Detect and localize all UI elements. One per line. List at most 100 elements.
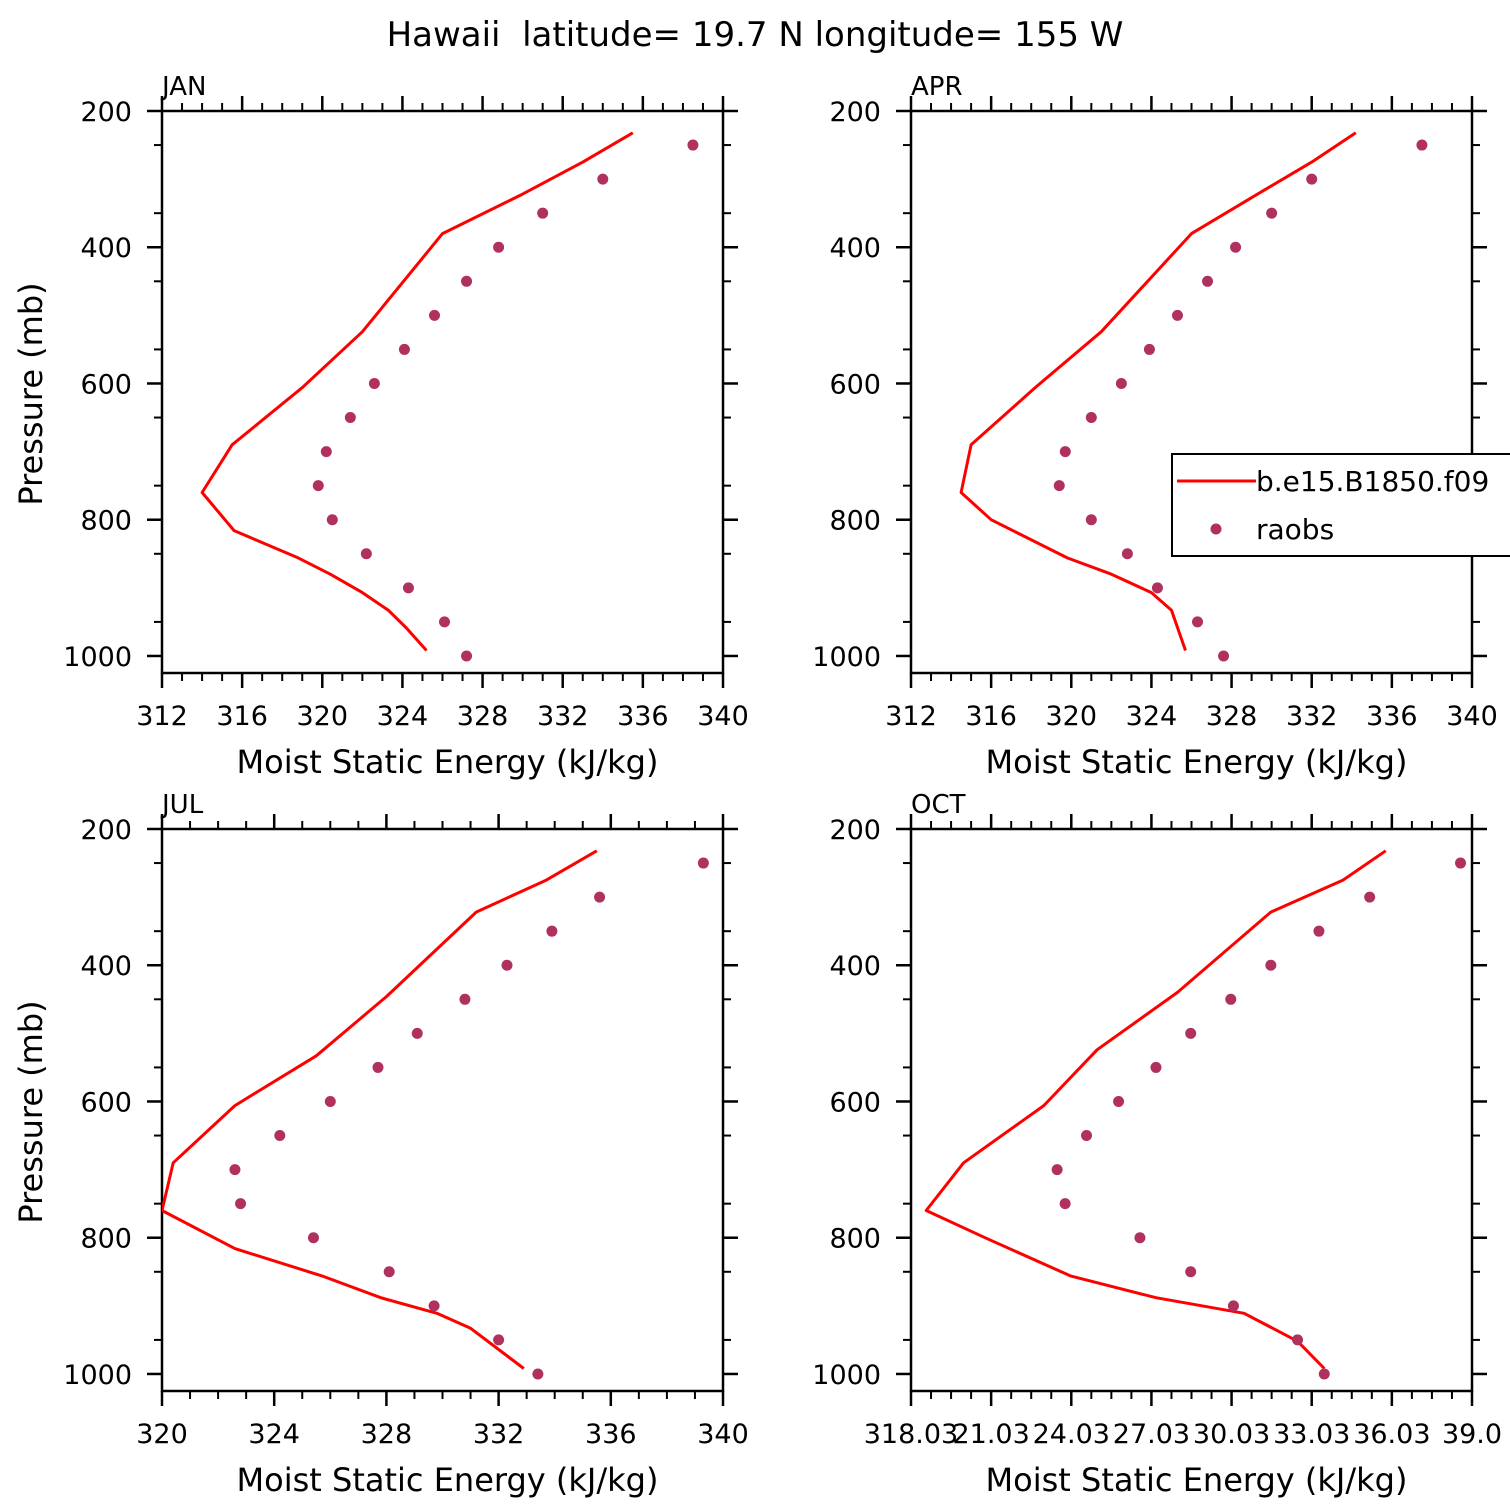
raobs-point — [1202, 275, 1214, 287]
x-tick-label: 39.0 — [1442, 1419, 1502, 1450]
y-tick-label: 1000 — [63, 1360, 132, 1391]
chart-panel-jul: JUL 320 324 328 332 336 340 200 400 600 800 1000 Moi… — [12, 790, 749, 1499]
raobs-point — [274, 1130, 286, 1142]
y-tick-label: 1000 — [63, 642, 132, 673]
raobs-point — [324, 1095, 336, 1107]
y-axis-label: Pressure (mb) — [12, 1000, 50, 1223]
x-tick-label: 328 — [361, 1419, 413, 1450]
raobs-point — [1292, 1334, 1304, 1346]
x-tick-label: 340 — [697, 1419, 749, 1450]
y-axis-label: Pressure (mb) — [12, 282, 50, 505]
y-tick-label: 800 — [80, 506, 132, 537]
raobs-point — [1266, 207, 1278, 219]
raobs-point — [493, 241, 505, 253]
y-tick-label: 200 — [80, 815, 132, 846]
raobs-point — [383, 1266, 395, 1278]
plot-data — [924, 849, 1467, 1380]
raobs-point — [229, 1164, 241, 1176]
panel-label: APR — [911, 72, 963, 102]
raobs-point — [344, 412, 356, 424]
raobs-point — [1265, 959, 1277, 971]
x-tick-label: 324 — [248, 1419, 300, 1450]
y-tick-label: 1000 — [812, 1360, 881, 1391]
x-tick-label: 328 — [1206, 701, 1258, 732]
raobs-point — [461, 275, 473, 287]
plot-frame — [909, 827, 1474, 1393]
x-tick-label: 316 — [216, 701, 268, 732]
plot-frame — [160, 109, 725, 675]
raobs-point — [1227, 1300, 1239, 1312]
raobs-point — [1230, 241, 1242, 253]
raobs-point — [1059, 446, 1071, 458]
raobs-point — [1115, 377, 1127, 389]
raobs-point — [1225, 993, 1237, 1005]
legend-label-raobs: raobs — [1256, 513, 1334, 546]
raobs-point — [594, 891, 606, 903]
plot-frame — [160, 827, 725, 1393]
y-tick-label: 400 — [829, 951, 881, 982]
raobs-point — [501, 959, 513, 971]
raobs-point — [1134, 1232, 1146, 1244]
raobs-point — [411, 1027, 423, 1039]
x-tick-label: 320 — [297, 701, 349, 732]
raobs-point — [1318, 1368, 1330, 1380]
x-tick-label: 27.03 — [1113, 1419, 1190, 1450]
x-tick-label: 332 — [1286, 701, 1338, 732]
model-profile-line — [924, 849, 1387, 1370]
raobs-point — [402, 582, 414, 594]
raobs-point — [1150, 1061, 1162, 1073]
raobs-point — [1306, 173, 1318, 185]
raobs-point — [1313, 925, 1325, 937]
x-tick-label: 312 — [885, 701, 937, 732]
plot-data — [162, 849, 709, 1380]
x-axis-label: Moist Static Energy (kJ/kg) — [986, 743, 1408, 781]
raobs-point — [532, 1368, 544, 1380]
x-tick-label: 33.03 — [1273, 1419, 1350, 1450]
y-tick-label: 1000 — [812, 642, 881, 673]
raobs-point — [235, 1198, 247, 1210]
raobs-point — [1364, 891, 1376, 903]
legend-marker-swatch — [1210, 523, 1222, 535]
raobs-point — [1121, 548, 1133, 560]
x-tick-label: 318.03 — [864, 1419, 958, 1450]
raobs-point — [1059, 1198, 1071, 1210]
y-tick-label: 400 — [829, 233, 881, 264]
raobs-point — [459, 993, 471, 1005]
x-tick-label: 336 — [1366, 701, 1418, 732]
x-tick-label: 340 — [1446, 701, 1498, 732]
raobs-point — [372, 1061, 384, 1073]
raobs-point — [1151, 582, 1163, 594]
raobs-point — [697, 857, 709, 869]
raobs-point — [398, 343, 410, 355]
panel-label: JAN — [160, 72, 206, 102]
raobs-point — [1185, 1027, 1197, 1039]
panel-label: JUL — [160, 790, 204, 820]
chart-panel-jan: JAN 312 316 320 324 328 332 336 340 200 400 600 800 1… — [12, 72, 749, 781]
legend-box — [1171, 453, 1510, 557]
x-tick-label: 336 — [617, 701, 669, 732]
model-profile-line — [959, 131, 1357, 651]
x-axis-label: Moist Static Energy (kJ/kg) — [986, 1461, 1408, 1499]
y-tick-label: 800 — [829, 506, 881, 537]
raobs-point — [307, 1232, 319, 1244]
raobs-point — [368, 377, 380, 389]
legend: b.e15.B1850.f09 raobs — [1171, 453, 1510, 557]
y-tick-label: 200 — [829, 815, 881, 846]
raobs-point — [1113, 1095, 1125, 1107]
model-profile-line — [200, 131, 634, 652]
y-tick-label: 800 — [80, 1224, 132, 1255]
y-tick-label: 600 — [80, 1087, 132, 1118]
raobs-point — [428, 1300, 440, 1312]
raobs-point — [360, 548, 372, 560]
y-tick-label: 200 — [829, 97, 881, 128]
x-axis-label: Moist Static Energy (kJ/kg) — [237, 1461, 659, 1499]
y-tick-label: 600 — [80, 369, 132, 400]
x-tick-label: 21.03 — [952, 1419, 1029, 1450]
model-profile-line — [162, 849, 598, 1370]
raobs-point — [1416, 139, 1428, 151]
raobs-point — [1081, 1130, 1093, 1142]
x-tick-label: 324 — [1126, 701, 1178, 732]
raobs-point — [1185, 1266, 1197, 1278]
